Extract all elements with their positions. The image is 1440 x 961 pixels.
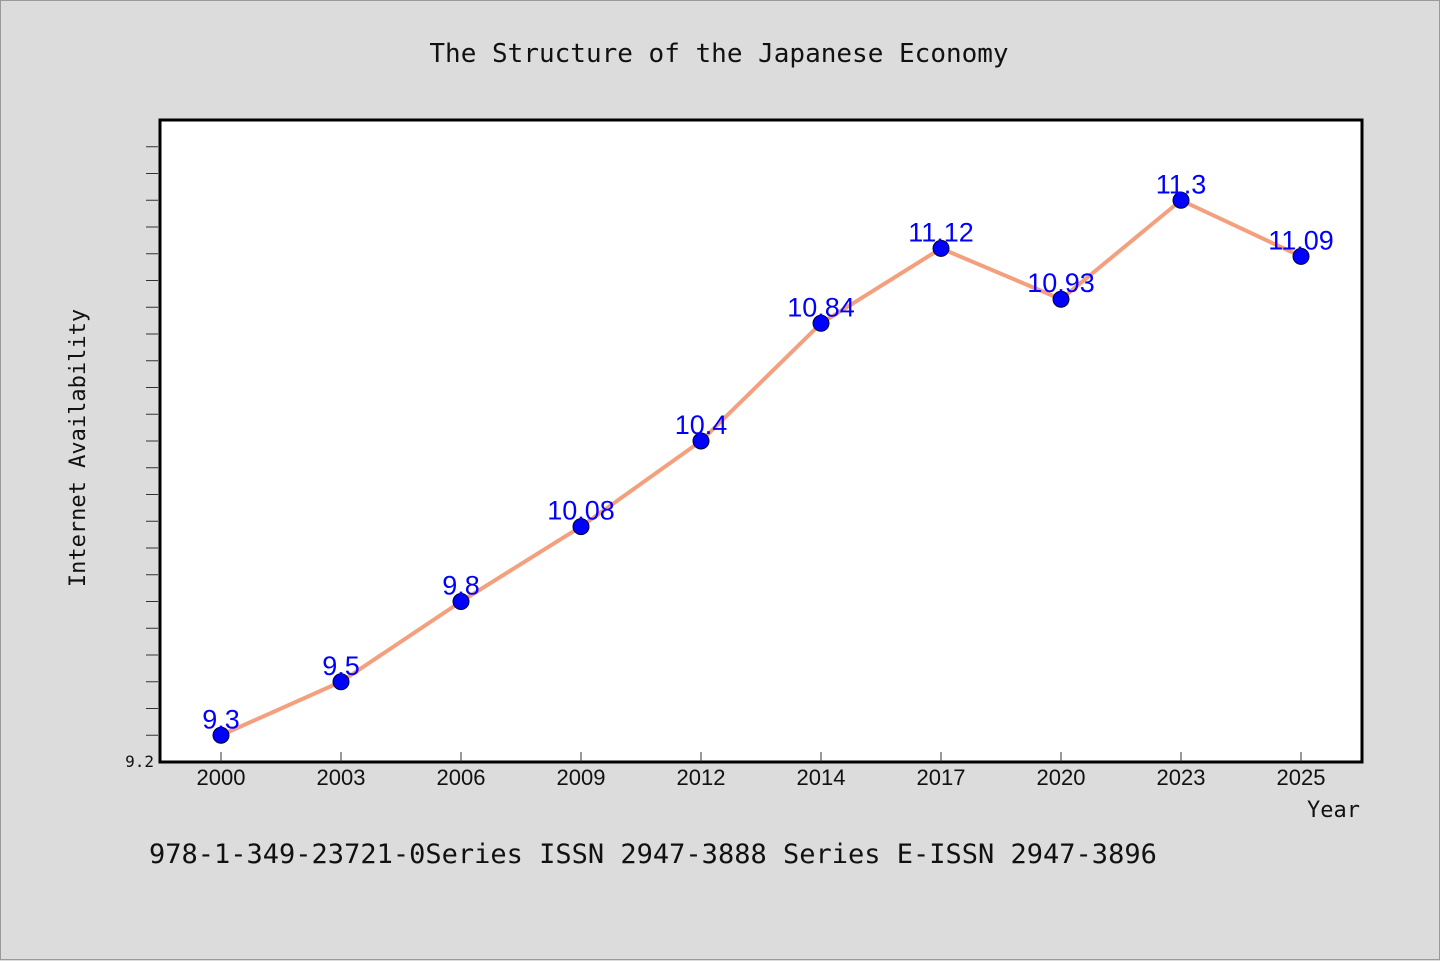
x-tick-label: 2017	[917, 765, 966, 790]
series-markers	[212, 191, 1310, 744]
x-tick-label: 2009	[557, 765, 606, 790]
chart-title: The Structure of the Japanese Economy	[429, 39, 1008, 69]
x-axis-ticks	[220, 752, 1302, 762]
data-labels: 9.3 9.5 9.8 10.08 10.4 10.84 11.12 10.93 11.3 11.…	[202, 169, 1334, 734]
data-point-marker	[332, 673, 350, 691]
data-point-marker	[932, 239, 950, 257]
data-value-label: 10.93	[1027, 268, 1095, 298]
x-tick-label: 2020	[1037, 765, 1086, 790]
series-line	[220, 198, 1302, 738]
x-tick-label: 2023	[1157, 765, 1206, 790]
footer-isbn-issn-text: 978-1-349-23721-0Series ISSN 2947-3888 S…	[149, 839, 1157, 870]
y-axis-tick-labels: 9.2	[125, 752, 154, 771]
x-tick-label: 2006	[437, 765, 486, 790]
x-tick-label: 2014	[797, 765, 846, 790]
data-point-marker	[1292, 247, 1310, 265]
y-axis-label: Internet Availability	[66, 309, 91, 587]
data-value-label: 10.08	[547, 496, 615, 526]
data-point-marker	[452, 593, 470, 610]
data-point-marker	[692, 432, 710, 450]
data-point-marker	[572, 518, 590, 536]
data-value-label: 10.4	[675, 410, 728, 440]
x-tick-label: 2000	[197, 765, 246, 790]
series-lines	[220, 198, 1302, 738]
x-tick-label: 2025	[1277, 765, 1326, 790]
x-tick-label: 2003	[317, 765, 366, 790]
x-axis-tick-labels: 2000 2003 2006 2009 2012 2014 2017 2020 2023 2025	[197, 765, 1326, 790]
x-tick-label: 2012	[677, 765, 726, 790]
data-point-marker	[1052, 290, 1070, 308]
data-value-label: 11.3	[1156, 169, 1207, 199]
y-tick-label: 9.2	[125, 752, 154, 771]
data-value-label: 9.5	[322, 651, 360, 681]
plot-area	[158, 118, 1364, 764]
data-value-label: 10.84	[787, 292, 855, 322]
y-axis-ticks	[146, 146, 158, 736]
x-axis-label: Year	[1307, 798, 1360, 823]
data-value-label: 11.09	[1268, 225, 1334, 255]
data-point-marker	[212, 726, 230, 744]
data-value-label: 9.3	[202, 704, 240, 734]
data-value-label: 9.8	[442, 571, 480, 601]
data-point-marker	[812, 314, 830, 332]
data-value-label: 11.12	[908, 217, 974, 247]
data-point-marker	[1172, 191, 1190, 209]
